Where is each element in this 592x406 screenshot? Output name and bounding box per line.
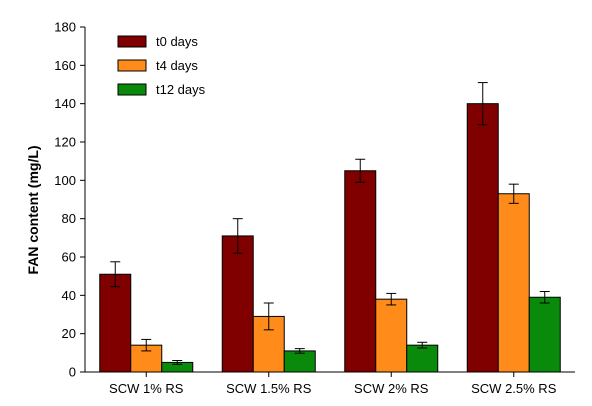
x-tick-label: SCW 1% RS [109,381,184,396]
y-tick-label: 120 [54,135,76,150]
bar [283,350,316,373]
y-axis-title: FAN content (mg/L) [25,145,41,274]
bar [497,193,530,373]
legend: t0 days t4 days t12 days [117,34,206,97]
legend-swatch [117,35,147,48]
bar [344,170,377,373]
y-tick-label: 0 [69,365,76,380]
y-tick-label: 140 [54,96,76,111]
bar [406,344,439,373]
x-tick-label: SCW 2% RS [354,381,429,396]
bar [466,103,499,373]
y-tick-label: 160 [54,58,76,73]
legend-label: t4 days [156,58,198,73]
y-tick-label: 60 [62,250,76,265]
y-tick-label: 180 [54,20,76,35]
bar [99,273,132,373]
bar [528,296,561,373]
bar [375,298,408,373]
legend-label: t12 days [156,82,206,97]
legend-swatch [117,59,147,72]
x-tick-label: SCW 2.5% RS [471,381,557,396]
y-tick-label: 100 [54,173,76,188]
y-tick-label: 80 [62,211,76,226]
y-tick-label: 40 [62,288,76,303]
legend-swatch [117,83,147,96]
legend-label: t0 days [156,34,198,49]
y-tick-label: 20 [62,326,76,341]
error-bars [110,82,550,365]
x-tick-label: SCW 1.5% RS [226,381,312,396]
axes: 0 20 40 60 80 100 120 140 160 180 SCW 1% RS SCW 1.5… [54,20,575,396]
bars [99,103,561,373]
bar [221,235,254,373]
